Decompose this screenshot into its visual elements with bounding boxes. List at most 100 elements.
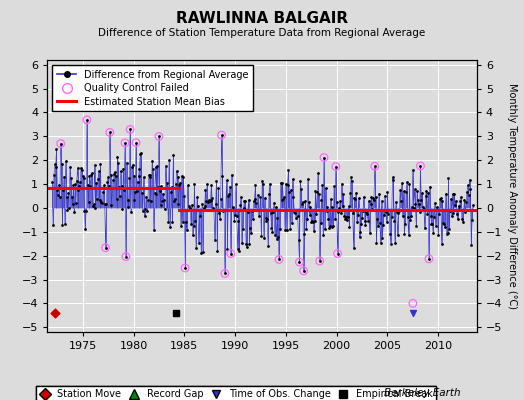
Point [399, 188, 408, 195]
Point [96, 160, 105, 167]
Point [125, 175, 134, 181]
Point [346, 190, 354, 196]
Point [208, 195, 216, 202]
Point [280, 194, 288, 200]
Point [77, 165, 85, 171]
Point [299, 199, 307, 205]
Point [353, 219, 361, 225]
Point [228, 206, 237, 212]
Point [300, 231, 309, 237]
Point [311, 187, 320, 194]
Point [68, 194, 76, 200]
Point [355, 234, 364, 241]
Point [394, 232, 402, 238]
Point [95, 168, 103, 175]
Point [390, 218, 398, 225]
Point [316, 220, 325, 226]
Point [304, 198, 313, 205]
Point [343, 214, 352, 220]
Point [350, 244, 358, 251]
Point [203, 180, 211, 187]
Point [167, 184, 176, 190]
Point [331, 216, 339, 222]
Point [356, 229, 365, 236]
Point [87, 172, 95, 178]
Point [238, 226, 247, 232]
Point [79, 173, 87, 179]
Point [189, 223, 198, 229]
Point [310, 228, 318, 234]
Point [389, 176, 398, 183]
Point [246, 224, 255, 231]
Point [321, 226, 329, 232]
Point [442, 230, 451, 237]
Point [367, 194, 376, 200]
Point [240, 198, 248, 204]
Point [237, 194, 245, 201]
Point [58, 221, 67, 228]
Point [345, 224, 354, 230]
Point [98, 200, 106, 207]
Point [365, 198, 373, 204]
Point [440, 220, 449, 227]
Point [216, 215, 224, 222]
Point [158, 198, 167, 204]
Point [305, 212, 314, 218]
Point [128, 164, 136, 170]
Point [149, 166, 157, 172]
Point [250, 196, 259, 202]
Point [420, 225, 429, 231]
Point [306, 204, 314, 210]
Point [90, 200, 98, 207]
Point [185, 207, 193, 214]
Point [156, 188, 164, 194]
Text: Difference of Station Temperature Data from Regional Average: Difference of Station Temperature Data f… [99, 28, 425, 38]
Point [418, 190, 427, 197]
Point [193, 194, 201, 200]
Point [118, 206, 127, 212]
Point [150, 227, 158, 234]
Point [433, 207, 442, 214]
Point [107, 202, 116, 208]
Point [170, 198, 178, 204]
Point [217, 132, 226, 138]
Point [178, 173, 186, 180]
Point [315, 258, 324, 264]
Point [361, 222, 369, 228]
Point [195, 213, 204, 219]
Point [330, 183, 339, 189]
Point [407, 213, 416, 219]
Point [248, 208, 256, 215]
Point [408, 204, 416, 211]
Point [154, 184, 162, 190]
Point [419, 204, 427, 210]
Point [273, 215, 281, 221]
Point [152, 191, 160, 197]
Point [363, 210, 372, 217]
Point [326, 196, 335, 202]
Point [147, 198, 156, 204]
Point [265, 190, 273, 197]
Point [233, 213, 241, 219]
Point [191, 218, 200, 224]
Point [266, 180, 274, 187]
Point [369, 194, 377, 201]
Point [402, 189, 410, 195]
Point [156, 202, 165, 208]
Point [376, 220, 384, 226]
Point [446, 208, 454, 215]
Point [340, 212, 348, 219]
Point [66, 164, 74, 170]
Point [362, 208, 370, 215]
Point [307, 218, 315, 225]
Point [73, 165, 82, 171]
Point [320, 154, 328, 161]
Point [432, 204, 441, 210]
Point [416, 163, 424, 169]
Point [163, 180, 171, 186]
Point [309, 219, 317, 225]
Point [416, 163, 424, 169]
Point [293, 213, 302, 219]
Point [106, 129, 114, 136]
Point [427, 220, 435, 227]
